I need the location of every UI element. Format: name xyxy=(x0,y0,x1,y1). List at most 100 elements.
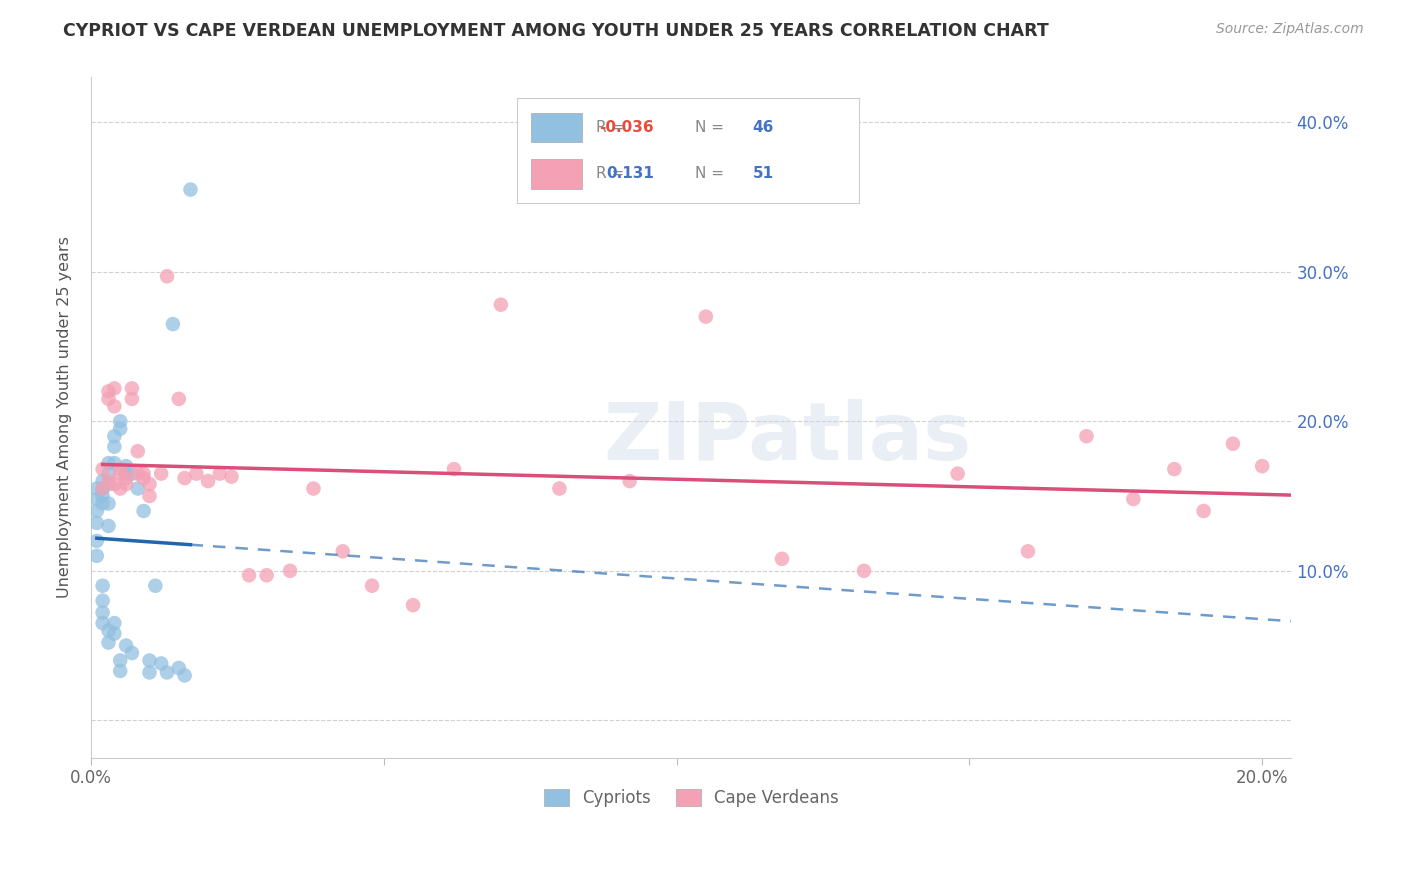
Point xyxy=(108,422,131,436)
Point xyxy=(138,665,160,680)
Point xyxy=(97,477,120,491)
Point xyxy=(115,459,138,474)
Point xyxy=(97,519,120,533)
Point xyxy=(619,474,641,488)
Point xyxy=(138,653,160,667)
Point xyxy=(946,467,969,481)
Point xyxy=(197,474,219,488)
Point xyxy=(1017,544,1039,558)
Point xyxy=(150,657,173,671)
Y-axis label: Unemployment Among Youth under 25 years: Unemployment Among Youth under 25 years xyxy=(58,236,72,599)
Point xyxy=(115,477,138,491)
Point xyxy=(115,467,138,481)
Point xyxy=(695,310,717,324)
Text: ZIPatlas: ZIPatlas xyxy=(603,399,972,477)
Point xyxy=(91,489,114,503)
Point xyxy=(97,474,120,488)
Point xyxy=(103,477,125,491)
Point xyxy=(121,646,143,660)
Point xyxy=(103,429,125,443)
Point xyxy=(108,414,131,428)
Text: Source: ZipAtlas.com: Source: ZipAtlas.com xyxy=(1216,22,1364,37)
Point xyxy=(86,516,108,530)
Point xyxy=(278,564,301,578)
Point xyxy=(97,384,120,399)
Point xyxy=(127,467,149,481)
Point xyxy=(1076,429,1098,443)
Point xyxy=(167,661,190,675)
Point xyxy=(332,544,354,558)
Point xyxy=(108,462,131,476)
Point xyxy=(1122,491,1144,506)
Point xyxy=(86,491,108,506)
Point xyxy=(91,462,114,476)
Point xyxy=(173,668,195,682)
Point xyxy=(86,504,108,518)
Point xyxy=(167,392,190,406)
Point xyxy=(108,467,131,481)
Point xyxy=(108,653,131,667)
Point xyxy=(162,317,184,331)
Point xyxy=(91,579,114,593)
Point xyxy=(91,474,114,488)
Point xyxy=(1192,504,1215,518)
Point xyxy=(127,444,149,458)
Point xyxy=(103,400,125,414)
Point xyxy=(150,467,173,481)
Point xyxy=(402,598,425,612)
Point xyxy=(115,471,138,485)
Legend: Cypriots, Cape Verdeans: Cypriots, Cape Verdeans xyxy=(537,782,845,814)
Point xyxy=(91,593,114,607)
Point xyxy=(97,496,120,510)
Point xyxy=(97,635,120,649)
Point xyxy=(91,482,114,496)
Point xyxy=(103,626,125,640)
Point xyxy=(91,496,114,510)
Point xyxy=(179,183,201,197)
Point xyxy=(302,482,325,496)
Point xyxy=(108,482,131,496)
Point xyxy=(86,533,108,548)
Point xyxy=(443,462,465,476)
Point xyxy=(221,469,243,483)
Point xyxy=(132,471,155,485)
Point xyxy=(121,381,143,395)
Point xyxy=(91,606,114,620)
Point xyxy=(238,568,260,582)
Point xyxy=(86,549,108,563)
Point xyxy=(1251,459,1274,474)
Point xyxy=(173,471,195,485)
Point xyxy=(103,381,125,395)
Point xyxy=(208,467,231,481)
Point xyxy=(548,482,571,496)
Point xyxy=(186,467,208,481)
Point xyxy=(138,489,160,503)
Point xyxy=(132,504,155,518)
Point xyxy=(103,440,125,454)
Point xyxy=(156,665,179,680)
Point xyxy=(115,639,138,653)
Point xyxy=(156,269,179,284)
Point xyxy=(121,392,143,406)
Point xyxy=(127,482,149,496)
Point xyxy=(103,616,125,631)
Point xyxy=(143,579,166,593)
Point xyxy=(97,456,120,470)
Point xyxy=(108,664,131,678)
Point xyxy=(1163,462,1185,476)
Point xyxy=(256,568,278,582)
Point xyxy=(852,564,875,578)
Point xyxy=(361,579,384,593)
Text: CYPRIOT VS CAPE VERDEAN UNEMPLOYMENT AMONG YOUTH UNDER 25 YEARS CORRELATION CHAR: CYPRIOT VS CAPE VERDEAN UNEMPLOYMENT AMO… xyxy=(63,22,1049,40)
Point xyxy=(97,624,120,638)
Point xyxy=(97,392,120,406)
Point xyxy=(770,551,793,566)
Point xyxy=(489,298,512,312)
Point xyxy=(138,477,160,491)
Point xyxy=(91,616,114,631)
Point xyxy=(1222,436,1244,450)
Point xyxy=(103,456,125,470)
Point xyxy=(97,467,120,481)
Point xyxy=(132,467,155,481)
Point xyxy=(91,482,114,496)
